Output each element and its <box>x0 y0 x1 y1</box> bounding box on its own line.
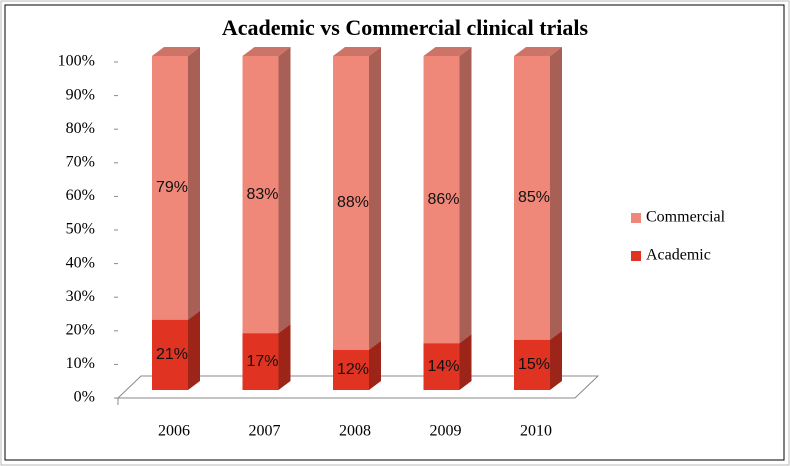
x-tick-label: 2007 <box>249 423 281 440</box>
bar-side <box>278 47 291 334</box>
bar <box>152 56 188 320</box>
bar-side <box>459 47 472 344</box>
bar-top <box>242 47 291 56</box>
y-tick-label: 20% <box>66 321 95 338</box>
y-tick-label: 100% <box>58 53 95 70</box>
y-tick-label: 10% <box>66 355 95 372</box>
value-label: 88% <box>337 194 369 211</box>
bar <box>423 343 460 390</box>
value-label: 17% <box>246 353 278 370</box>
y-tick-label: 80% <box>66 120 95 137</box>
y-tick-label: 30% <box>66 288 95 305</box>
x-tick-label: 2008 <box>339 423 371 440</box>
x-tick-label: 2009 <box>430 423 462 440</box>
bar <box>333 349 369 390</box>
y-tick-label: 50% <box>66 221 95 238</box>
y-tick-label: 40% <box>66 254 95 271</box>
chart-title: Academic vs Commercial clinical trials <box>222 15 589 40</box>
bar <box>514 56 550 340</box>
bar <box>152 319 188 390</box>
bar <box>242 56 279 334</box>
legend-label: Commercial <box>646 209 726 226</box>
value-label: 79% <box>156 179 188 196</box>
bar-side <box>550 330 562 390</box>
bar <box>333 56 369 350</box>
bar-side <box>188 310 200 390</box>
value-label: 21% <box>156 346 188 363</box>
y-tick-label: 60% <box>66 187 95 204</box>
bar-side <box>188 47 200 320</box>
legend-label: Academic <box>646 247 711 264</box>
bar-side <box>550 47 562 340</box>
bar-top <box>152 47 200 56</box>
bar-top <box>333 47 381 56</box>
y-tick-label: 70% <box>66 153 95 170</box>
value-label: 86% <box>427 191 459 208</box>
y-tick-label: 0% <box>74 389 95 406</box>
bar <box>514 339 550 390</box>
bar-side <box>278 324 291 390</box>
bar-top <box>514 47 562 56</box>
x-tick-label: 2010 <box>520 423 552 440</box>
bar-side <box>369 340 381 390</box>
value-label: 14% <box>427 358 459 375</box>
legend-swatch <box>631 251 641 261</box>
x-tick-label: 2006 <box>158 423 190 440</box>
bar <box>423 56 460 344</box>
bar-side <box>369 47 381 350</box>
legend-swatch <box>631 213 641 223</box>
value-label: 12% <box>337 361 369 378</box>
value-label: 15% <box>518 356 550 373</box>
value-label: 85% <box>518 189 550 206</box>
bar-top <box>423 47 472 56</box>
bar-side <box>459 334 472 390</box>
bar <box>242 333 279 390</box>
y-tick-label: 90% <box>66 86 95 103</box>
value-label: 83% <box>246 186 278 203</box>
